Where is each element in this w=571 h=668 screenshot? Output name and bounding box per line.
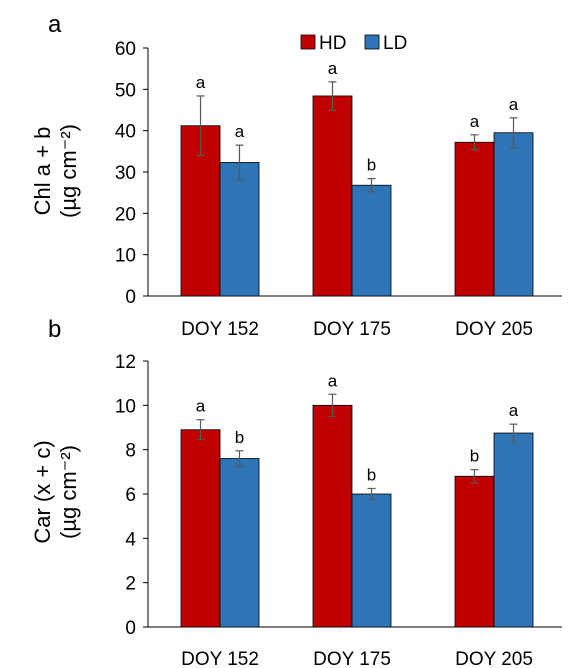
bar-hd xyxy=(180,429,221,628)
legend-swatch-ld xyxy=(364,34,380,50)
y-tick-label: 10 xyxy=(115,396,136,417)
significance-letter: a xyxy=(509,401,519,420)
y-tick-label: 0 xyxy=(125,618,136,639)
bar-ld xyxy=(219,458,260,628)
legend-label-ld: LD xyxy=(383,33,407,54)
significance-letter: a xyxy=(196,397,206,416)
panel-b-ylabel-line1: Car (x + c) xyxy=(30,440,55,543)
y-tick-label: 30 xyxy=(115,163,136,184)
bar-ld xyxy=(493,132,534,297)
panel-b-label: b xyxy=(48,316,61,343)
panel-a-plot: 0 10 20 30 40 50 60 DOY 152 DOY 175 DOY 205 a a a a b a xyxy=(115,39,562,340)
panel-a-ylabel: Chl a + b (µg cm⁻²) xyxy=(30,124,81,218)
bar-hd xyxy=(454,475,495,628)
y-tick-label: 8 xyxy=(125,441,136,462)
significance-letter: a xyxy=(470,112,480,131)
y-tick-label: 10 xyxy=(115,246,136,267)
bar-hd xyxy=(312,404,353,628)
panel-a-ylabel-line1: Chl a + b xyxy=(30,127,55,216)
y-tick-label: 60 xyxy=(115,39,136,60)
significance-letter: b xyxy=(367,156,376,175)
legend-label-hd: HD xyxy=(319,33,346,54)
panel-a-ylabel-line2: (µg cm⁻²) xyxy=(56,124,81,218)
significance-letter: a xyxy=(235,122,245,141)
bar-ld xyxy=(219,162,260,297)
y-tick-label: 50 xyxy=(115,80,136,101)
y-tick-label: 2 xyxy=(125,574,136,595)
bar-hd xyxy=(312,95,353,297)
significance-letter: b xyxy=(470,447,479,466)
y-tick-label: 6 xyxy=(125,485,136,506)
panel-b-plot: 0 2 4 6 8 10 12 DOY 152 DOY 175 DOY 205 a a b b b a xyxy=(115,352,562,668)
panel-b-ylabel-line2: (µg cm⁻²) xyxy=(56,445,81,539)
x-category-label: DOY 205 xyxy=(455,319,533,340)
significance-letter: a xyxy=(328,59,338,78)
x-category-label: DOY 152 xyxy=(181,319,259,340)
y-tick-label: 12 xyxy=(115,352,136,373)
bar-ld xyxy=(493,432,534,628)
significance-letter: b xyxy=(367,465,376,484)
legend: HD LD xyxy=(300,33,407,54)
x-category-label: DOY 175 xyxy=(313,319,391,340)
legend-swatch-hd xyxy=(300,34,316,50)
y-tick-label: 0 xyxy=(125,287,136,308)
x-category-label: DOY 152 xyxy=(181,649,259,668)
bar-ld xyxy=(351,493,392,628)
significance-letter: b xyxy=(235,428,244,447)
significance-letter: a xyxy=(328,371,338,390)
y-tick-label: 4 xyxy=(125,529,136,550)
bar-hd xyxy=(454,141,495,297)
significance-letter: a xyxy=(196,73,206,92)
x-category-label: DOY 175 xyxy=(313,649,391,668)
y-tick-label: 40 xyxy=(115,122,136,143)
y-tick-label: 20 xyxy=(115,204,136,225)
panel-a-label: a xyxy=(48,11,62,38)
panel-b-ylabel: Car (x + c) (µg cm⁻²) xyxy=(30,440,81,543)
bar-ld xyxy=(351,184,392,297)
significance-letter: a xyxy=(509,95,519,114)
x-category-label: DOY 205 xyxy=(455,649,533,668)
